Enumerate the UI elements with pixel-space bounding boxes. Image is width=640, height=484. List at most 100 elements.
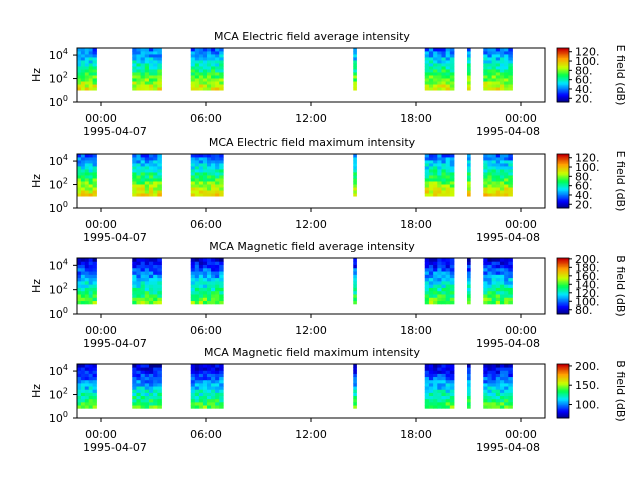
heatmap-cell (140, 84, 146, 88)
colorbar-cell (557, 297, 569, 300)
heatmap-cell (499, 190, 505, 194)
heatmap-cell (428, 51, 434, 55)
colorbar-cell (557, 62, 569, 65)
colorbar-cell (557, 391, 569, 393)
heatmap-cell (449, 190, 455, 194)
heatmap-cell (491, 87, 497, 91)
heatmap-cell (441, 78, 447, 82)
heatmap-cell (467, 401, 471, 406)
heatmap-cell (449, 274, 455, 279)
heatmap-cell (190, 300, 196, 305)
heatmap-cell (353, 258, 357, 262)
heatmap-cell (153, 401, 158, 406)
heatmap-cell (219, 280, 224, 285)
heatmap-cell (487, 48, 493, 52)
heatmap-cell (207, 48, 212, 52)
heatmap-cell (211, 48, 216, 52)
heatmap-cell (424, 54, 430, 58)
colorbar-cell (557, 311, 569, 314)
heatmap-cell (202, 69, 208, 73)
heatmap-cell (157, 401, 162, 406)
heatmap-cell (194, 395, 200, 400)
heatmap-cell (202, 163, 208, 167)
heatmap-cell (80, 193, 86, 197)
heatmap-cell (219, 57, 224, 61)
heatmap-cell (132, 395, 137, 400)
heatmap-cell (84, 405, 90, 409)
heatmap-cell (424, 187, 430, 191)
heatmap-cell (77, 190, 82, 194)
heatmap-cell (198, 280, 204, 285)
colorbar-cell (557, 158, 569, 160)
colorbar-tick-label: 160. (575, 270, 600, 283)
heatmap-cell (202, 258, 208, 262)
heatmap-cell (207, 63, 212, 67)
heatmap-cell (424, 398, 430, 403)
colorbar-cell (557, 304, 569, 307)
heatmap-cell (77, 386, 82, 390)
heatmap-cell (132, 184, 137, 188)
heatmap-cell (508, 398, 513, 403)
heatmap-cell (219, 386, 224, 390)
heatmap-cell (445, 51, 451, 55)
heatmap-cell (433, 66, 438, 70)
heatmap-cell (433, 392, 438, 397)
x-tick-label: 06:00 (190, 112, 222, 125)
heatmap-cell (148, 294, 154, 298)
heatmap-cell (190, 267, 196, 272)
colorbar-cell (557, 274, 569, 277)
heatmap-cell (202, 280, 208, 285)
heatmap-cell (132, 69, 137, 73)
colorbar-cell (557, 93, 569, 96)
heatmap-cell (194, 370, 200, 374)
heatmap-cell (153, 395, 158, 400)
heatmap-cell (157, 364, 162, 368)
heatmap-cell (207, 258, 212, 262)
heatmap-cell (467, 280, 471, 285)
heatmap-cell (441, 184, 447, 188)
heatmap-cell (495, 274, 501, 279)
heatmap-cell (132, 181, 137, 185)
heatmap-cell (194, 48, 200, 52)
heatmap-cell (215, 300, 220, 305)
heatmap-cell (433, 78, 438, 82)
heatmap-cell (219, 60, 224, 64)
heatmap-cell (219, 277, 224, 282)
heatmap-cell (491, 364, 497, 368)
heatmap-cell (77, 274, 82, 279)
heatmap-cell (424, 72, 430, 76)
colorbar-cell (557, 372, 569, 374)
colorbar-cell (557, 197, 569, 200)
heatmap-cell (202, 370, 208, 374)
heatmap-cell (190, 370, 196, 374)
heatmap-cell (202, 379, 208, 384)
heatmap-cell (449, 163, 455, 167)
heatmap-cell (148, 284, 154, 288)
heatmap-cell (198, 190, 204, 194)
heatmap-cell (153, 271, 158, 275)
heatmap-cell (215, 271, 220, 275)
colorbar-cell (557, 291, 569, 294)
heatmap-cell (153, 405, 158, 409)
heatmap-cell (190, 379, 196, 384)
x-tick-label: 00:00 (85, 428, 117, 441)
heatmap-cell (132, 376, 137, 381)
heatmap-cell (437, 66, 442, 70)
heatmap-cell (84, 261, 90, 265)
colorbar-cell (557, 81, 569, 84)
heatmap-cell (153, 172, 158, 176)
heatmap-cell (148, 178, 154, 182)
heatmap-cell (92, 379, 97, 384)
x-tick-label: 06:00 (190, 218, 222, 231)
heatmap-cell (136, 84, 142, 88)
heatmap-cell (504, 181, 509, 185)
heatmap-cell (140, 54, 146, 58)
heatmap-cell (153, 280, 158, 285)
heatmap-cell (424, 81, 430, 85)
heatmap-cell (92, 405, 97, 409)
heatmap-cell (80, 386, 86, 390)
heatmap-cell (215, 297, 220, 302)
heatmap-cell (437, 280, 442, 285)
heatmap-cell (499, 376, 505, 381)
heatmap-cell (219, 297, 224, 302)
